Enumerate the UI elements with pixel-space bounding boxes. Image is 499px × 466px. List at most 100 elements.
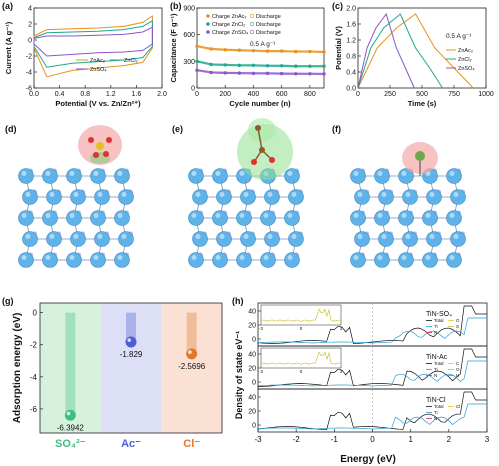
titanium-atom bbox=[402, 189, 418, 205]
plot-g-backgrounds bbox=[40, 303, 222, 433]
titanium-atom bbox=[70, 189, 86, 205]
titanium-atom bbox=[426, 231, 442, 247]
legend-a-2: ZnSO₄ bbox=[90, 67, 107, 73]
atom-highlight bbox=[215, 171, 221, 176]
titanium-atom bbox=[236, 210, 252, 226]
atom-highlight bbox=[263, 255, 269, 260]
plot-a-curves bbox=[33, 15, 153, 78]
dos-inset-frame bbox=[260, 347, 342, 369]
legend-a-1: ZnCl₂ bbox=[124, 58, 138, 64]
titanium-atom bbox=[264, 231, 280, 247]
plot-a-xticks: 0.0 0.4 0.8 1.2 1.6 2.0 bbox=[29, 85, 167, 98]
titanium-atom bbox=[374, 168, 390, 184]
atom-highlight bbox=[45, 255, 51, 260]
atom-highlight bbox=[267, 192, 273, 197]
atom-highlight bbox=[453, 192, 459, 197]
a-ytick-label: -6 bbox=[26, 86, 32, 93]
adsorption-marker bbox=[125, 336, 137, 348]
titanium-atom bbox=[236, 252, 252, 268]
dos-subplot-title: TiN-Cl bbox=[426, 397, 446, 404]
atom-highlight bbox=[353, 255, 359, 260]
legend-b-charge-so: Charge ZnSO₄ bbox=[212, 30, 249, 36]
h-xtick-label: -2 bbox=[293, 435, 301, 444]
dos-ytick-label: 20 bbox=[248, 409, 256, 416]
atom-highlight bbox=[191, 213, 197, 218]
titanium-atom bbox=[188, 210, 204, 226]
a-ytick-label: 2 bbox=[28, 22, 32, 29]
adsorbate-so4 bbox=[78, 125, 122, 165]
dos-legend-label: Total bbox=[434, 361, 444, 366]
dos-legend-label: Ti bbox=[434, 324, 438, 329]
plot-a-legend: ZnAc₂ ZnCl₂ ZnSO₄ bbox=[76, 58, 138, 73]
plot-b-yticks: 900 600 300 0 bbox=[183, 6, 200, 93]
h-xtick-label: 1 bbox=[408, 435, 413, 444]
cycle-band-1 bbox=[196, 60, 212, 66]
plot-b-xlabel: Cycle number (n) bbox=[229, 99, 291, 108]
cycle-band-0 bbox=[211, 47, 226, 51]
b-xtick-label: 600 bbox=[276, 91, 288, 98]
atom-highlight bbox=[429, 192, 435, 197]
c-xtick-label: 1000 bbox=[478, 91, 494, 98]
a-ytick-label: 4 bbox=[28, 6, 32, 13]
titanium-atom bbox=[354, 231, 370, 247]
titanium-atom bbox=[378, 231, 394, 247]
adsorption-bar bbox=[186, 312, 197, 354]
adsorption-column-bg bbox=[100, 303, 162, 433]
titanium-atom bbox=[288, 231, 304, 247]
titanium-atom bbox=[240, 189, 256, 205]
panel-a: 4 2 0 -2 -4 -6 0.0 0.4 0.8 1.2 1.6 2.0 Potential (… bbox=[4, 6, 167, 109]
dos-inset-xtick: 3 bbox=[340, 326, 343, 331]
titanium-atom bbox=[426, 189, 442, 205]
plot-h-ylabel: Density of state eV⁻¹ bbox=[234, 331, 244, 419]
plot-c-curves bbox=[357, 12, 474, 89]
atom-highlight bbox=[239, 171, 245, 176]
plot-c-xlabel: Time (s) bbox=[408, 99, 437, 108]
adsorption-marker bbox=[186, 348, 198, 360]
atom-highlight bbox=[263, 213, 269, 218]
atom-highlight bbox=[215, 213, 221, 218]
atom-highlight bbox=[353, 171, 359, 176]
plot-c-ylabel: Potential (V) bbox=[334, 26, 343, 70]
dos-inset-xtick: -3 bbox=[259, 326, 263, 331]
dos-ti-curve bbox=[257, 317, 487, 344]
atom-highlight bbox=[381, 234, 387, 239]
adsorption-bar bbox=[65, 312, 76, 416]
plot-b-annotation: 0.5 A g⁻¹ bbox=[250, 41, 276, 48]
dos-ytick-label: 40 bbox=[248, 395, 256, 402]
atom-highlight bbox=[97, 192, 103, 197]
legend-b-charge-cl: Charge ZnCl₂ bbox=[212, 22, 245, 28]
titanium-atom bbox=[118, 231, 134, 247]
titanium-atom bbox=[192, 189, 208, 205]
titanium-atom bbox=[42, 168, 58, 184]
titanium-atom bbox=[350, 168, 366, 184]
titanium-atom bbox=[374, 252, 390, 268]
atom-highlight bbox=[21, 171, 27, 176]
titanium-atom bbox=[216, 231, 232, 247]
plot-a-xlabel: Potential (V vs. Zn/Zn²⁺) bbox=[55, 99, 141, 108]
cv-loop-0 bbox=[33, 15, 153, 78]
dos-ytick-label: 40 bbox=[248, 352, 256, 359]
plot-b-frame bbox=[196, 7, 325, 89]
plot-a-yticks: 4 2 0 -2 -4 -6 bbox=[26, 6, 37, 93]
dos-legend-label: S bbox=[456, 324, 459, 329]
dos-inset-frame bbox=[260, 304, 342, 326]
titanium-atom bbox=[450, 231, 466, 247]
plot-a-frame bbox=[33, 7, 163, 89]
titanium-atom bbox=[212, 210, 228, 226]
atom-highlight bbox=[449, 255, 455, 260]
adsorption-marker bbox=[64, 409, 76, 421]
titanium-atom bbox=[240, 231, 256, 247]
adsorption-bar bbox=[126, 312, 136, 342]
atom-highlight bbox=[121, 234, 127, 239]
atom-highlight bbox=[425, 255, 431, 260]
atom-highlight bbox=[69, 213, 75, 218]
adsorption-category-label: SO₄²⁻ bbox=[55, 438, 86, 450]
dos-subplot-title: TiN-Ac bbox=[426, 354, 448, 361]
titanium-atom bbox=[350, 252, 366, 268]
dos-inset-curve bbox=[260, 308, 342, 322]
c-ytick-label: 0.0 bbox=[346, 86, 356, 93]
